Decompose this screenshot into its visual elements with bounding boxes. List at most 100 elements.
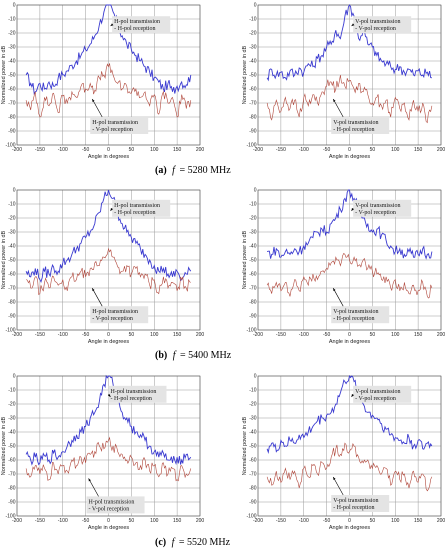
caption-b-eq: = [180,350,188,361]
x-tick-label: 0 [107,332,110,338]
annotation-text: V-pol transmission [355,203,400,209]
annotation-text: - H-pol reception [333,505,374,511]
x-tick-label: 50 [370,147,376,153]
x-tick-label: 200 [437,147,446,153]
y-tick-label: -20 [8,216,15,222]
y-tick-label: -70 [8,472,15,478]
y-tick-label: -10 [249,17,256,23]
y-tick-label: -80 [249,486,256,492]
y-tick-label: -70 [8,101,15,107]
caption-c-eq: = [179,537,187,548]
annotation-arrowhead [110,23,114,26]
co-pol-series-line [266,4,432,82]
x-tick-label: 50 [370,518,376,524]
caption-b-f: f [173,350,177,361]
co-pol-series-line [25,189,192,284]
y-tick-label: -80 [8,115,15,121]
x-tick-label: -150 [276,147,286,153]
x-tick-label: 50 [129,518,135,524]
caption-b-freq: 5400 MHz [188,350,232,361]
y-tick-label: 0 [254,188,257,194]
annotation-text: - V-pol reception [355,210,396,216]
annotation-text: H-pol transmission [111,389,157,395]
y-tick-label: 0 [13,374,16,380]
annotation-arrowhead [92,99,95,102]
x-axis-label: Angle in degrees [88,154,130,160]
annotation-text: H-pol transmission [89,499,135,505]
annotation-arrow [88,478,99,497]
x-tick-label: -150 [276,518,286,524]
x-tick-label: 100 [391,147,400,153]
annotation-text: - H-pol reception [333,127,374,133]
x-axis-label: Angle in degrees [88,339,130,345]
y-tick-label: -90 [8,314,15,320]
y-tick-label: 0 [13,3,16,9]
annotation-text: H-pol transmission [92,120,138,126]
annotation-box [90,117,149,134]
x-tick-label: -200 [253,518,263,524]
co-pol-series-line [25,4,192,96]
chart-panel-c-left: -200 -150 -100 -50 0 50 100 150 200 0 -10 -20 -30 -40… [1,374,204,531]
y-tick-label: -70 [8,286,15,292]
annotation-box [353,199,412,217]
y-tick-label: -70 [249,101,256,107]
co-pol-series-line [266,189,433,260]
caption-a: (a) f = 5280 MHz [155,165,231,176]
y-tick-label: -30 [249,45,256,51]
x-tick-label: 50 [129,147,135,153]
annotation-text: V-pol transmission [333,498,378,504]
annotation-box [112,16,171,34]
y-tick-label: -40 [8,430,15,436]
chart-panel-b-left: -200 -150 -100 -50 0 50 100 150 200 0 -10 -20 -30 -40… [1,188,204,345]
y-tick-label: -20 [8,31,15,37]
x-tick-label: 150 [173,332,182,338]
annotation-arrow [91,288,103,307]
x-tick-label: 150 [173,147,182,153]
annotation-text: V-pol transmission [355,389,400,395]
x-axis-label: Angle in degrees [88,525,130,531]
x-tick-label: 50 [129,332,135,338]
cross-pol-series-line [25,63,192,118]
x-tick-label: 200 [196,332,205,338]
x-tick-label: -50 [82,147,89,153]
y-tick-label: -10 [249,388,256,394]
annotation-text: H-pol transmission [114,203,160,209]
annotation-box [353,385,412,403]
annotation-text: - V-pol reception [355,26,396,32]
annotation-text: V-pol transmission [355,19,400,25]
chart-panel-a-left: -200 -150 -100 -50 0 50 100 150 200 0 -10 -20 -30 -40… [1,3,204,160]
caption-a-label: (a) [155,165,167,176]
x-tick-label: -200 [12,518,22,524]
annotation-box [331,306,390,324]
y-tick-label: -60 [8,87,15,93]
x-tick-label: -50 [82,518,89,524]
x-tick-label: -150 [35,147,45,153]
y-axis-label: Normalized power in dB [1,230,7,289]
y-axis-label: Normalized power in dB [242,230,248,289]
y-tick-label: -40 [8,59,15,65]
y-tick-label: -20 [8,402,15,408]
annotation-box [86,496,145,514]
annotation-text: - H-pol reception [333,316,374,322]
y-tick-label: -30 [249,230,256,236]
x-tick-label: -200 [12,332,22,338]
cross-pol-series-line [266,442,433,492]
annotation-text: - H-pol reception [114,26,155,32]
y-tick-label: -90 [249,314,256,320]
annotation-arrow [91,98,103,118]
annotation-arrowhead [333,288,336,292]
y-tick-label: -50 [249,258,256,264]
annotation-text: - V-pol reception [92,316,133,322]
x-tick-label: 100 [391,332,400,338]
annotation-text: - V-pol reception [355,396,396,402]
x-tick-label: 0 [348,332,351,338]
x-tick-label: -50 [323,518,330,524]
y-tick-label: -40 [8,244,15,250]
annotation-box [331,495,390,512]
y-tick-label: -100 [246,328,256,334]
caption-a-eq: = [179,165,187,176]
annotation-box [353,16,412,34]
annotation-arrowhead [92,288,95,292]
x-tick-label: -100 [299,518,309,524]
